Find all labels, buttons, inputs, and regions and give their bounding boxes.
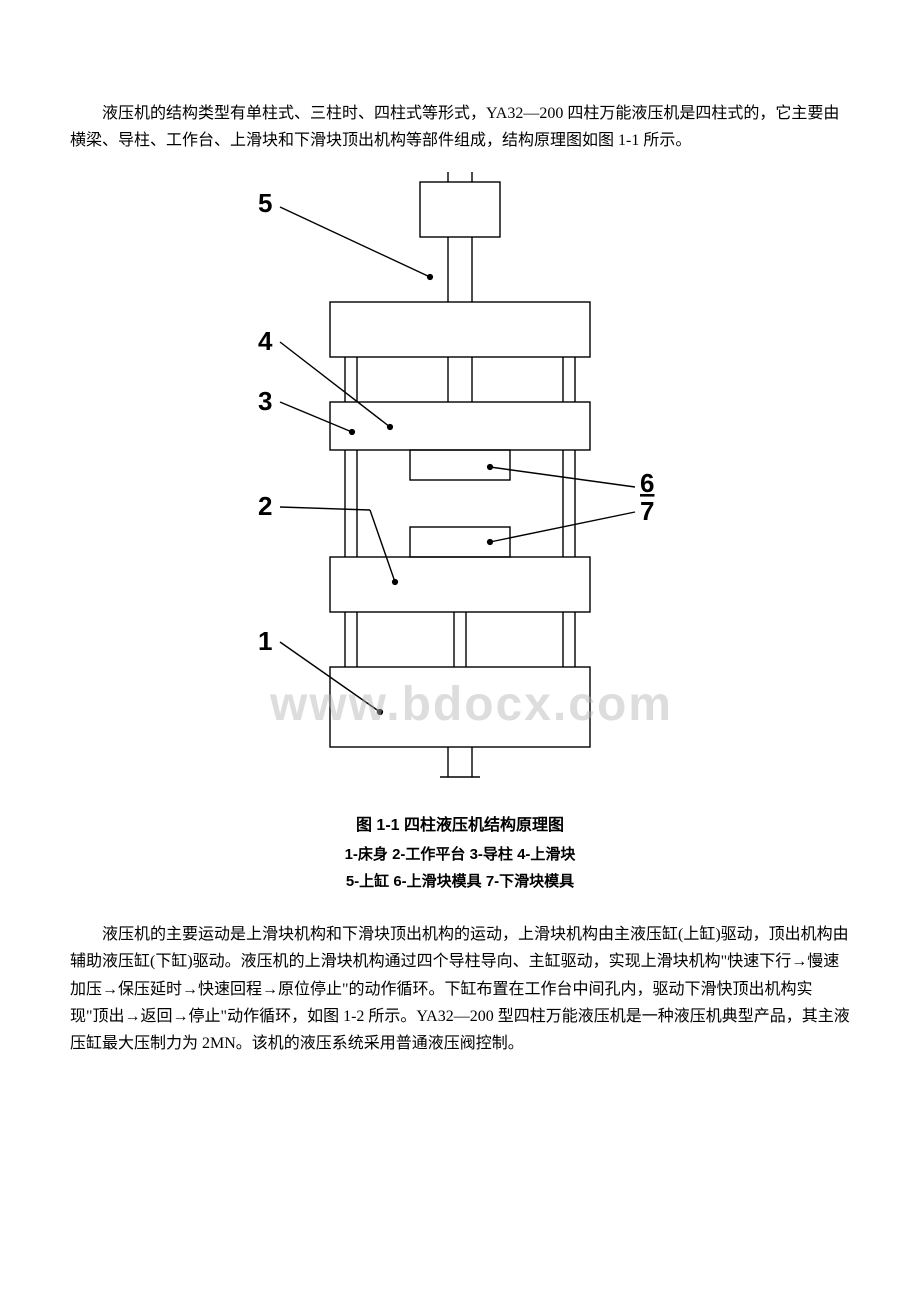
caption-legend-2: 5-上缸 6-上滑块模具 7-下滑块模具: [70, 868, 850, 895]
label-4: 4: [258, 326, 273, 356]
figure-1-1-container: 5 4 3 2 1 6 7 www.bdocx.com: [240, 172, 680, 792]
label-3: 3: [258, 386, 272, 416]
label-5: 5: [258, 188, 272, 218]
caption-legend-1: 1-床身 2-工作平台 3-导柱 4-上滑块: [70, 841, 850, 868]
label-2: 2: [258, 491, 272, 521]
label-1: 1: [258, 626, 272, 656]
press-diagram: 5 4 3 2 1 6 7: [240, 172, 680, 792]
label-7: 7: [640, 496, 654, 526]
figure-caption: 图 1-1 四柱液压机结构原理图 1-床身 2-工作平台 3-导柱 4-上滑块 …: [70, 812, 850, 895]
label-6: 6: [640, 468, 654, 498]
caption-title: 图 1-1 四柱液压机结构原理图: [70, 812, 850, 841]
body-paragraph: 液压机的主要运动是上滑块机构和下滑块顶出机构的运动，上滑块机构由主液压缸(上缸)…: [70, 921, 850, 1057]
intro-paragraph: 液压机的结构类型有单柱式、三柱时、四柱式等形式，YA32—200 四柱万能液压机…: [70, 100, 850, 154]
